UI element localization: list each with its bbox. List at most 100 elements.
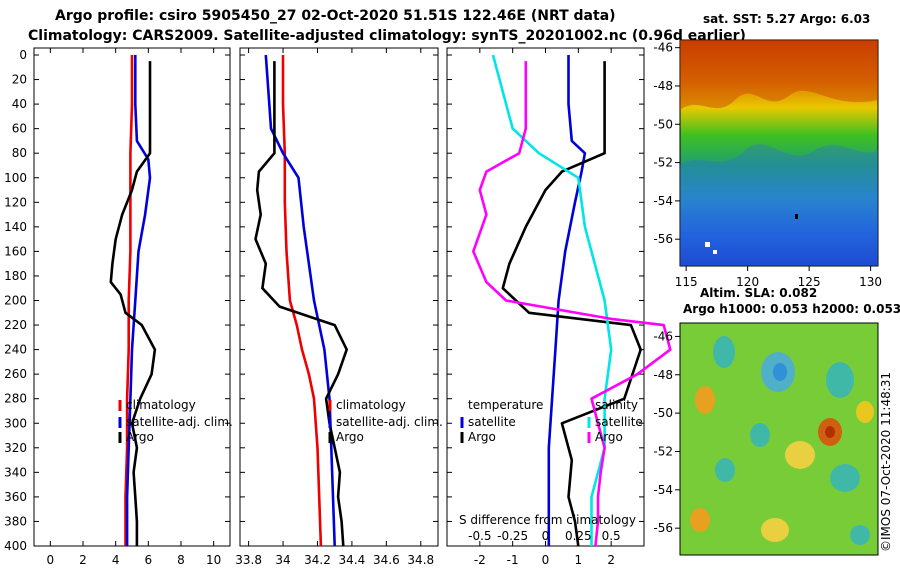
sla-map-title-1: Altim. SLA: 0.082: [700, 286, 817, 300]
legend-satellite: satellite-adj. clim.: [336, 415, 443, 429]
series-temperature-argo: [501, 61, 643, 547]
temperature-panel-frame: [33, 47, 231, 547]
sst-map-image: [679, 39, 879, 267]
legend-argo: Argo: [336, 430, 364, 444]
depth-tick-label: 120: [4, 195, 27, 209]
depth-tick-label: 100: [4, 171, 27, 185]
sst-lat-tick-label: -52: [653, 156, 673, 170]
sst-lat-tick-label: -56: [653, 232, 673, 246]
depth-tick-label: 400: [4, 539, 27, 553]
sst-lon-tick-label: 130: [859, 275, 882, 289]
temperature-x-tick-label: 8: [177, 553, 185, 567]
sla-map: Altim. SLA: 0.082 Argo h1000: 0.053 h200…: [653, 286, 900, 556]
temperature-x-tick-label: 2: [79, 553, 87, 567]
sst-lat-tick-label: -54: [653, 194, 673, 208]
difference-x-tick-label: -2: [474, 553, 486, 567]
depth-tick-label: 320: [4, 441, 27, 455]
depth-tick-label: 260: [4, 367, 27, 381]
sla-lat-tick-label: -46: [653, 329, 673, 343]
depth-tick-label: 200: [4, 294, 27, 308]
sst-warm-front: [680, 40, 878, 110]
sst-missing-pixel: [713, 250, 717, 254]
legend-climatology: climatology: [336, 398, 406, 412]
sst-cold-region: [680, 144, 878, 266]
sst-map-axis: 115 120 125 130 -46 -48 -50 -52 -54 -56: [653, 41, 882, 289]
legend-sal-satellite: satellite: [595, 415, 643, 429]
series-satellite-adj-clim-: [264, 54, 336, 547]
sst-lat-tick-label: -46: [653, 41, 673, 55]
sla-lat-tick-label: -52: [653, 444, 673, 458]
depth-tick-label: 40: [12, 97, 27, 111]
depth-tick-label: 360: [4, 490, 27, 504]
difference-x-tick-label: 0: [542, 553, 550, 567]
legend-temp-satellite: satellite: [468, 415, 516, 429]
depth-axis: 0 20 40 60 80 100 120 140 160 180 200 220 240 260 280 3…: [4, 48, 27, 553]
series-salinity-argo: [471, 61, 672, 547]
depth-tick-label: 340: [4, 465, 27, 479]
depth-tick-label: 240: [4, 343, 27, 357]
legend-satellite: satellite-adj. clim.: [126, 415, 233, 429]
difference-salinity-tick-label: 0: [542, 529, 550, 543]
difference-xlabel: S difference from climatology: [459, 513, 636, 527]
salinity-x-tick-label: 33.8: [235, 553, 262, 567]
salinity-legend: climatology satellite-adj. clim. Argo: [328, 398, 443, 444]
legend-temp-argo: Argo: [468, 430, 496, 444]
title-line-1: Argo profile: csiro 5905450_27 02-Oct-20…: [55, 8, 616, 24]
salinity-x-tick-label: 34.2: [304, 553, 331, 567]
difference-legend: temperature satellite Argo salinity sate…: [459, 398, 643, 527]
salinity-x-tick-label: 34: [275, 553, 290, 567]
series-climatology: [124, 55, 134, 546]
legend-sal-argo: Argo: [595, 430, 623, 444]
temperature-legend: climatology satellite-adj. clim. Argo: [118, 398, 233, 444]
difference-x-tick-label: -1: [507, 553, 519, 567]
depth-tick-label: 160: [4, 244, 27, 258]
depth-tick-label: 60: [12, 122, 27, 136]
depth-tick-label: 280: [4, 392, 27, 406]
difference-x-tick-label: 2: [607, 553, 615, 567]
title-line-2: Climatology: CARS2009. Satellite-adjuste…: [28, 28, 746, 44]
series-argo: [109, 61, 157, 546]
difference-x-tick-label: 1: [575, 553, 583, 567]
temperature-x-tick-label: 0: [47, 553, 55, 567]
sst-lon-tick-label: 120: [736, 275, 759, 289]
sla-map-axis: -46 -48 -50 -52 -54 -56: [653, 329, 680, 535]
difference-panel-frame: [446, 47, 645, 547]
sst-map: sat. SST: 5.27 Argo: 6.03 115 120 125 130 -4…: [653, 12, 882, 289]
salinity-panel-frame: [239, 47, 439, 547]
argo-location-marker: [795, 214, 798, 219]
sla-lat-tick-label: -56: [653, 521, 673, 535]
difference-salinity-tick-label: 0.25: [565, 529, 592, 543]
sla-lat-tick-label: -48: [653, 368, 673, 382]
legend-argo: Argo: [126, 430, 154, 444]
depth-tick-label: 300: [4, 416, 27, 430]
sst-map-title: sat. SST: 5.27 Argo: 6.03: [703, 12, 870, 26]
depth-tick-label: 220: [4, 318, 27, 332]
sst-missing-pixel: [705, 242, 710, 247]
depth-tick-label: 380: [4, 514, 27, 528]
series-argo: [254, 61, 349, 547]
depth-tick-label: 80: [12, 146, 27, 160]
series-satellite-adj-clim-: [125, 55, 152, 546]
depth-tick-label: 180: [4, 269, 27, 283]
legend-climatology: climatology: [126, 398, 196, 412]
sst-lat-tick-label: -48: [653, 79, 673, 93]
profile-panels: 0 2 4 6 8 10 33.8 34 34.2 34.4 34.6 34.8 -2 -1 0 1 2 -0.5…: [34, 48, 672, 567]
sla-lat-tick-label: -54: [653, 483, 673, 497]
temperature-x-tick-label: 4: [112, 553, 120, 567]
depth-tick-label: 140: [4, 220, 27, 234]
depth-tick-label: 20: [12, 73, 27, 87]
salinity-x-tick-label: 34.4: [339, 553, 366, 567]
temperature-x-tick-label: 6: [145, 553, 153, 567]
depth-tick-label: 0: [19, 48, 27, 62]
salinity-x-tick-label: 34.8: [407, 553, 434, 567]
series-climatology: [281, 55, 323, 547]
series-temperature-satellite: [547, 55, 587, 546]
sla-lat-tick-label: -50: [653, 406, 673, 420]
legend-salinity-header: salinity: [595, 398, 638, 412]
salinity-x-tick-label: 34.6: [373, 553, 400, 567]
sla-map-title-2: Argo h1000: 0.053 h2000: 0.053: [683, 302, 900, 316]
sla-eddies: [690, 336, 874, 545]
difference-salinity-tick-label: 0.5: [602, 529, 621, 543]
sst-lon-tick-label: 115: [675, 275, 698, 289]
